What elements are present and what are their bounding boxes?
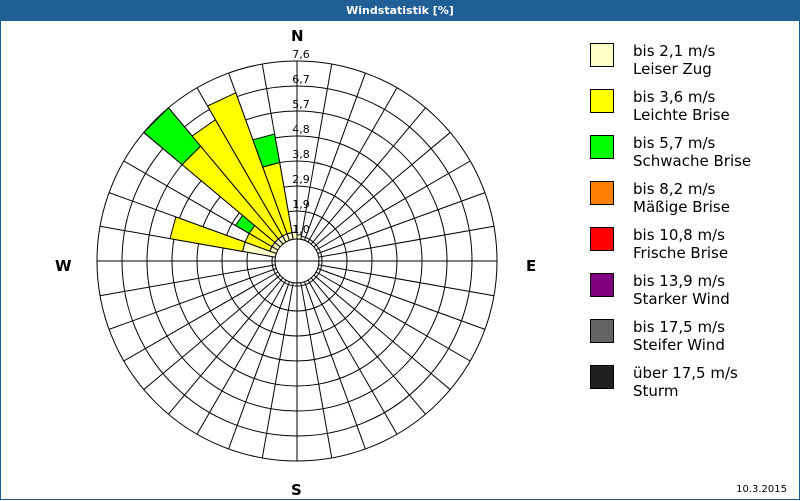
petal-segment — [252, 133, 281, 168]
legend-range: bis 17,5 m/s — [633, 318, 725, 336]
legend-label: Leichte Brise — [633, 106, 730, 124]
legend-label: Mäßige Brise — [633, 198, 730, 216]
legend-range: bis 3,6 m/s — [633, 88, 716, 106]
legend-swatch — [590, 135, 614, 159]
legend-label: Starker Wind — [633, 290, 730, 308]
svg-text:1,0: 1,0 — [292, 223, 310, 236]
svg-text:6,7: 6,7 — [292, 73, 310, 86]
petal-segment — [206, 92, 288, 237]
compass-north-label: N — [291, 27, 304, 45]
ring-labels: 1,0 1,9 2,9 3,8 4,8 5,7 6,7 7,6 — [292, 48, 310, 236]
legend-swatch — [590, 319, 614, 343]
svg-text:7,6: 7,6 — [292, 48, 310, 61]
svg-text:2,9: 2,9 — [292, 173, 310, 186]
date-label: 10.3.2015 — [736, 484, 787, 495]
wind-petals — [143, 92, 304, 278]
petal-segment — [169, 216, 246, 252]
legend-swatch — [590, 365, 614, 389]
compass-east-label: E — [526, 257, 537, 275]
legend-range: bis 5,7 m/s — [633, 134, 716, 152]
petal-segment — [143, 107, 202, 166]
legend-label: Schwache Brise — [633, 152, 752, 170]
legend-swatch — [590, 273, 614, 297]
legend-swatch — [590, 43, 614, 67]
legend-label: Frische Brise — [633, 244, 729, 262]
legend-label: Sturm — [633, 382, 679, 400]
legend-range: bis 2,1 m/s — [633, 42, 716, 60]
legend-range: über 17,5 m/s — [633, 364, 738, 382]
svg-text:1,9: 1,9 — [292, 198, 310, 211]
legend-swatch — [590, 181, 614, 205]
svg-text:5,7: 5,7 — [292, 98, 310, 111]
svg-text:4,8: 4,8 — [292, 123, 310, 136]
svg-text:3,8: 3,8 — [292, 148, 310, 161]
legend-label: Steifer Wind — [633, 336, 725, 354]
legend-swatch — [590, 227, 614, 251]
legend-range: bis 13,9 m/s — [633, 272, 725, 290]
legend-label: Leiser Zug — [633, 60, 712, 78]
compass-west-label: W — [55, 257, 72, 275]
compass-south-label: S — [291, 481, 302, 499]
legend-range: bis 8,2 m/s — [633, 180, 716, 198]
window-title: Windstatistik [%] — [1, 1, 799, 21]
legend-range: bis 10,8 m/s — [633, 226, 725, 244]
legend-swatch — [590, 89, 614, 113]
